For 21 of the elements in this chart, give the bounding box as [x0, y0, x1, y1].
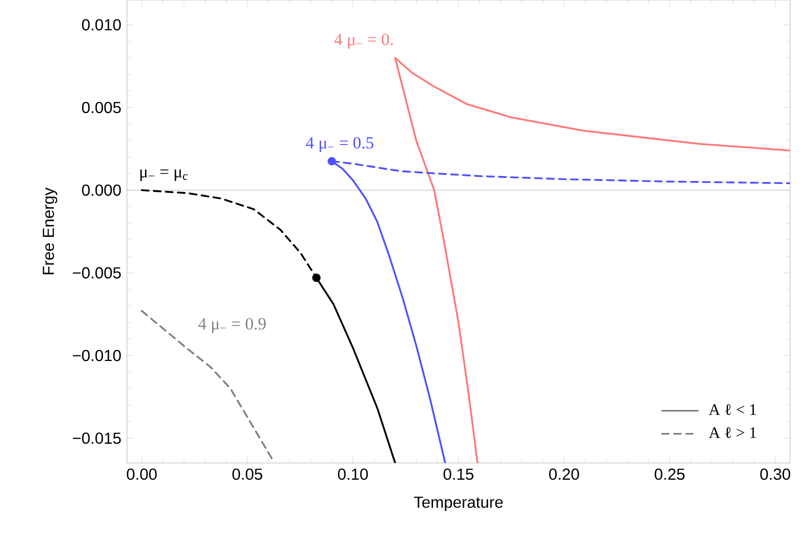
y-tick-label: 0.005 — [82, 102, 121, 114]
y-tick-label: −0.010 — [72, 350, 121, 362]
series-label: 4 μ$_{−}$ = 0.9 — [198, 318, 266, 334]
legend-label: A ℓ < 1 — [708, 404, 756, 416]
x-axis-title: Temperature — [414, 496, 503, 512]
y-tick-label: 0.010 — [82, 19, 121, 30]
x-tick-label: 0.30 — [760, 468, 790, 480]
y-tick-label: −0.005 — [72, 267, 121, 278]
series-label: 4 μ$_{−}$ = 0. — [334, 34, 393, 49]
x-tick-label: 0.15 — [444, 468, 474, 480]
y-tick-label: −0.015 — [72, 432, 121, 444]
x-tick-label: 0.00 — [126, 468, 157, 480]
series-label: 4 μ$_{−}$ = 0.5 — [306, 137, 374, 152]
x-tick-label: 0.10 — [338, 468, 368, 480]
x-tick-label: 0.05 — [232, 468, 262, 480]
x-tick-label: 0.20 — [549, 468, 580, 480]
y-tick-label: 0.000 — [82, 184, 121, 196]
legend-label: A ℓ > 1 — [708, 427, 756, 438]
x-tick-label: 0.25 — [654, 468, 685, 480]
series-label: μ$_{−}$ = μ$_{c}$ — [140, 170, 188, 181]
y-axis-title: Free Energy — [42, 188, 58, 274]
